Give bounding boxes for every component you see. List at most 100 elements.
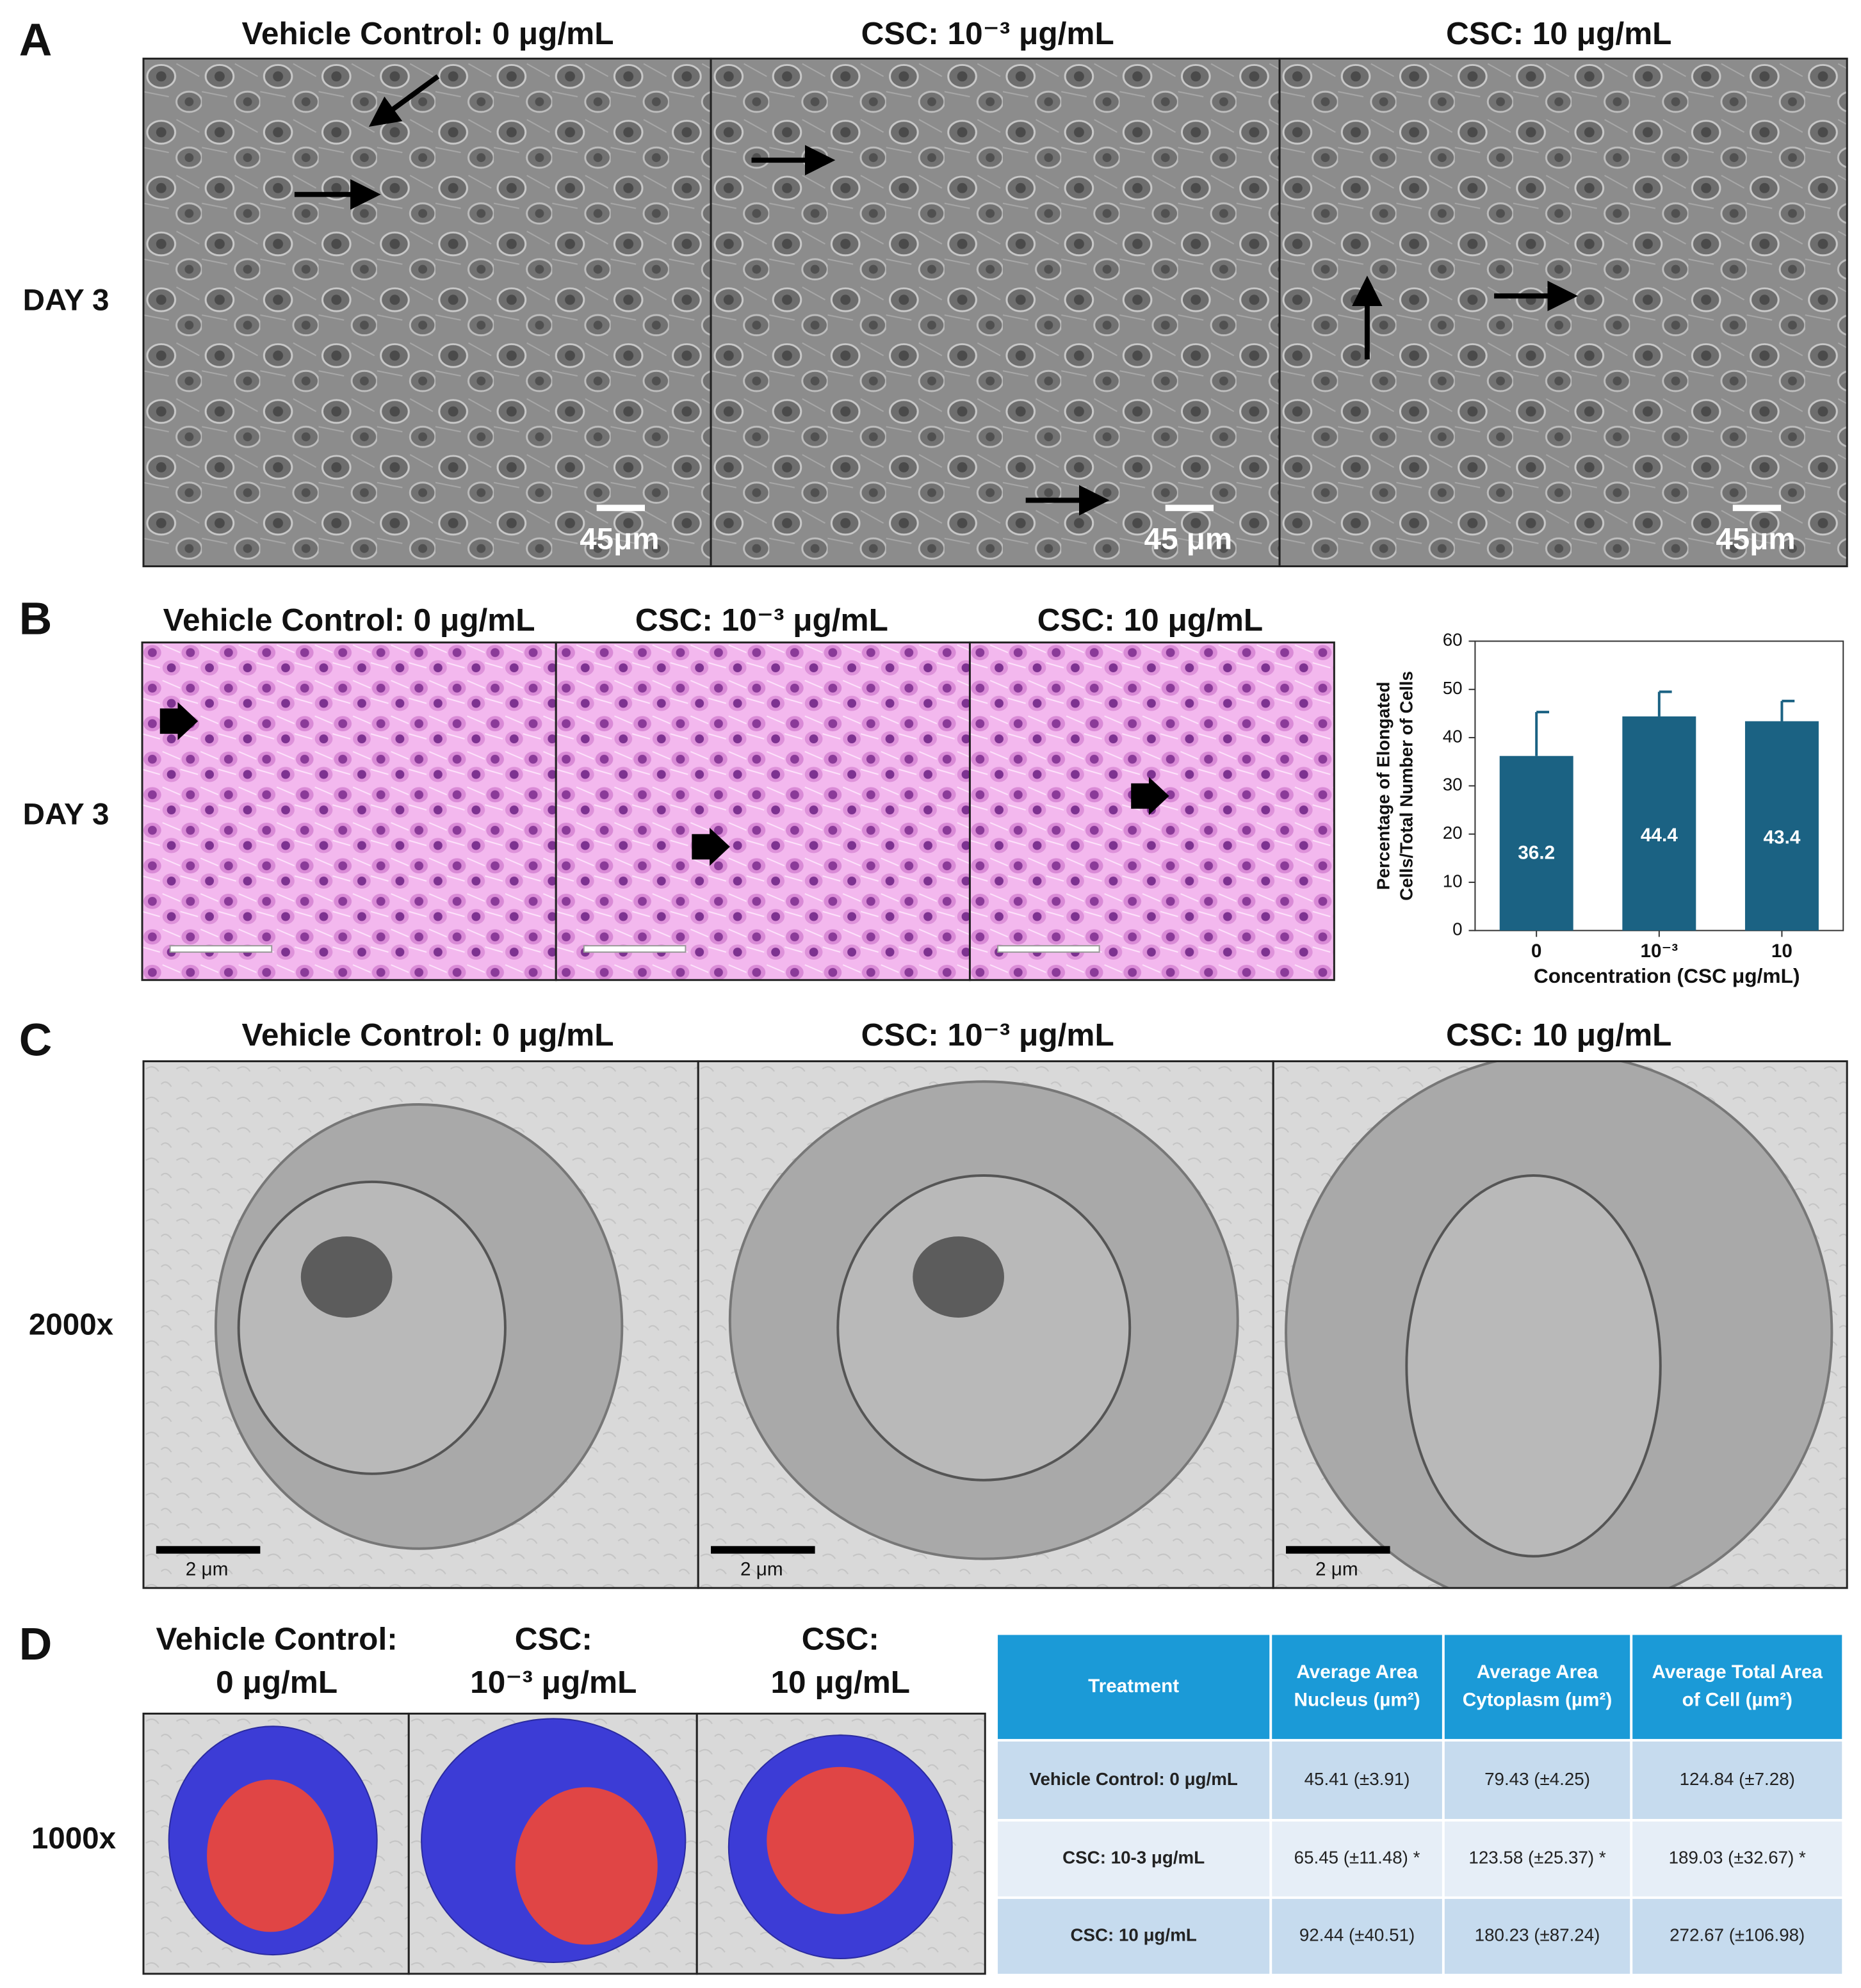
nucleus-overlay [207,1779,334,1932]
table-header-cell [998,1635,1270,1740]
panel-label: C [19,1015,53,1066]
x-tick-label: 0 [1531,941,1542,962]
panel-title: CSC: 10⁻³ μg/mL [861,15,1114,51]
image-area [1280,58,1848,567]
y-axis-label: Percentage of Elongated Cells/Total Numbe… [1374,671,1417,901]
arrowhead [1131,777,1169,816]
y-tick-label: 20 [1443,823,1463,843]
micrograph [697,1713,986,1974]
table-value: 45.41 (±3.91) [1304,1769,1410,1789]
nucleus [1405,1174,1662,1558]
panel-label: A [19,15,53,66]
table-header: Average Area Cytoplasm (µm²) [1463,1661,1612,1711]
micrograph [143,1061,699,1588]
table-value: 180.23 (±87.24) [1475,1925,1600,1945]
micrograph [409,1713,697,1974]
table-cell [1272,1821,1442,1896]
table-header: Average Area Nucleus (µm²) [1294,1661,1420,1711]
table-row-label: CSC: 10 μg/mL [1070,1925,1196,1945]
scale-bar-label: 2 μm [740,1558,783,1580]
row-label: DAY 3 [23,798,110,832]
arrow [368,74,440,127]
x-tick-label: 10 [1771,941,1792,962]
panel-label: B [19,594,53,645]
micrograph [698,1061,1274,1588]
micrograph [711,58,1280,567]
scale-bar [997,945,1100,953]
image-border [1278,58,1848,567]
table-value: 272.67 (±106.98) [1670,1925,1805,1945]
panel-title: Vehicle Control: 0 μg/mL [163,602,535,638]
panel-title: Vehicle Control: 0 μg/mL [242,1017,614,1053]
scale-bar-label: 2 μm [186,1558,229,1580]
row-label: DAY 3 [23,284,110,318]
nucleus-overlay [515,1787,658,1945]
micrograph [142,642,557,980]
table-header-line: of Cell (µm²) [1682,1689,1792,1710]
image-area [711,58,1280,567]
row-label: 1000x [31,1822,117,1855]
panel-title: CSC: 10 μg/mL [1037,602,1263,638]
y-tick-label: 40 [1443,726,1463,746]
table-value: 65.45 (±11.48) * [1294,1848,1420,1868]
nucleus [836,1174,1132,1482]
image-area [143,58,711,567]
panel-title: 10 μg/mL [770,1664,910,1700]
table-header: Average Total Area of Cell (µm²) [1652,1661,1823,1711]
table-cell [1272,1898,1442,1974]
table-cell [1444,1821,1630,1896]
panel-title: CSC: 10⁻³ μg/mL [861,1017,1114,1053]
nucleus [237,1180,507,1475]
table-value: 189.03 (±32.67) * [1669,1848,1806,1868]
y-axis-label-line: Percentage of Elongated [1374,682,1394,890]
scale-bar [583,945,687,953]
y-tick-label: 50 [1443,678,1463,698]
value-label: 36.2 [1518,842,1555,863]
table-header-line: Treatment [1088,1676,1179,1697]
panel-label: D [19,1619,53,1670]
bar [1744,721,1819,931]
panel-title: CSC: [515,1621,592,1657]
panel-title: CSC: 10⁻³ μg/mL [635,602,888,638]
nucleolus [913,1236,1004,1318]
table-header-cell [1632,1635,1842,1740]
panel-title: CSC: [802,1621,879,1657]
table-header-line: Average Total Area [1652,1661,1823,1683]
row-label: 2000x [29,1307,114,1341]
image-area [142,642,557,980]
table-header-line: Average Area [1296,1661,1418,1683]
y-tick-label: 10 [1443,871,1463,891]
image-area [556,642,970,980]
x-tick-label: 10⁻³ [1640,941,1678,962]
micrograph [556,642,970,980]
bar [1622,716,1696,931]
x-axis-label: Concentration (CSC μg/mL) [1534,964,1800,987]
y-tick-label: 30 [1443,775,1463,795]
arrowhead [159,702,199,741]
table-value: 92.44 (±40.51) [1299,1925,1415,1945]
y-axis-label-line: Cells/Total Number of Cells [1397,671,1417,901]
scale-bar-label: 45μm [580,522,659,556]
table-cell [998,1742,1270,1819]
panel-title: 10⁻³ μg/mL [470,1664,637,1700]
nucleus-overlay [767,1766,914,1914]
arrowhead [692,827,730,866]
nucleolus [300,1236,393,1318]
table-header-cell [1272,1635,1442,1740]
table-cell [998,1821,1270,1896]
table-cell [1444,1898,1630,1974]
table-cell [998,1898,1270,1974]
scale-bar-label: 45 μm [1144,522,1233,556]
scale-bar [169,945,273,953]
panel-title: Vehicle Control: 0 μg/mL [242,15,614,51]
micrograph [1273,1061,1848,1588]
panel-title: 0 μg/mL [216,1664,337,1700]
table-cell [1632,1821,1842,1896]
y-tick-label: 0 [1452,919,1462,939]
image-border [695,1712,986,1975]
table-cell [1632,1898,1842,1974]
image-border [1272,1060,1848,1589]
table-cell [1632,1742,1842,1819]
